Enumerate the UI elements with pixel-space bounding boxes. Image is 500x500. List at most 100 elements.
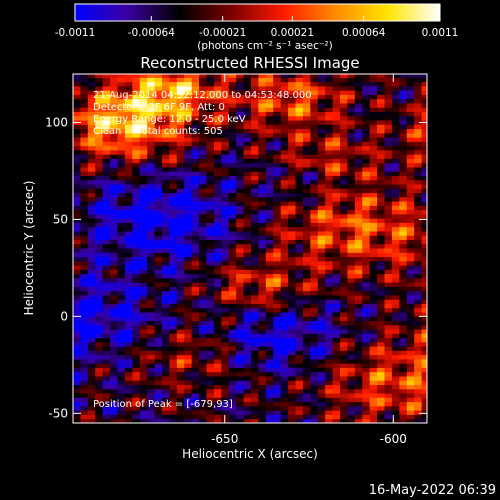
image-pixel [377,286,385,292]
image-pixel [258,295,267,300]
image-pixel [213,371,222,377]
image-pixel [199,410,207,415]
image-pixel [73,171,81,176]
image-pixel [310,359,319,364]
image-pixel [258,354,267,360]
image-pixel [162,226,170,232]
image-pixel [391,154,400,159]
image-pixel [169,282,178,287]
image-pixel [228,128,237,134]
image-pixel [191,350,200,356]
image-pixel [80,290,89,296]
image-pixel [191,299,200,304]
image-pixel [295,286,304,292]
image-pixel [124,150,133,155]
image-pixel [110,150,118,155]
image-pixel [221,265,230,270]
image-pixel [377,154,385,159]
image-pixel [199,354,207,360]
image-pixel [265,98,274,104]
image-pixel [147,265,155,270]
image-pixel [228,81,237,87]
image-pixel [354,414,363,420]
image-pixel [206,384,215,390]
image-pixel [243,273,252,279]
image-pixel [236,192,244,198]
image-pixel [213,81,222,87]
image-pixel [87,363,96,368]
image-pixel [169,346,178,351]
image-pixel [340,269,348,275]
image-pixel [243,414,252,420]
image-pixel [273,137,282,142]
image-pixel [236,115,244,121]
image-pixel [280,94,289,100]
image-pixel [340,141,348,147]
image-pixel [265,188,274,194]
image-pixel [302,273,311,279]
image-pixel [169,239,178,245]
image-pixel [176,98,185,104]
image-pixel [369,74,378,78]
image-pixel [184,376,193,381]
image-pixel [258,397,267,403]
image-pixel [406,265,415,270]
image-pixel [421,154,427,159]
image-pixel [199,350,207,356]
image-pixel [288,111,296,117]
image-pixel [406,115,415,121]
image-pixel [154,337,163,343]
image-pixel [317,371,326,377]
image-pixel [362,213,371,219]
image-pixel [332,260,341,266]
image-pixel [340,86,348,91]
image-pixel [354,213,363,219]
image-pixel [132,158,141,164]
image-pixel [258,388,267,394]
image-pixel [362,273,371,279]
image-pixel [421,320,427,326]
image-pixel [73,401,81,407]
image-pixel [199,77,207,83]
image-pixel [399,256,408,262]
image-pixel [102,282,111,287]
image-pixel [354,341,363,347]
image-pixel [169,231,178,236]
image-pixel [199,213,207,219]
image-pixel [162,222,170,228]
image-pixel [199,405,207,411]
image-pixel [377,414,385,420]
image-pixel [154,124,163,130]
image-pixel [362,175,371,181]
image-pixel [87,282,96,287]
image-pixel [406,376,415,381]
image-pixel [206,74,215,78]
image-pixel [302,320,311,326]
image-pixel [95,167,104,172]
image-pixel [258,175,267,181]
image-pixel [258,94,267,100]
image-pixel [199,90,207,95]
footer-timestamp: 16-May-2022 06:39 [369,483,496,498]
image-pixel [354,320,363,326]
image-pixel [147,86,155,91]
image-pixel [162,299,170,304]
image-pixel [377,371,385,377]
image-pixel [347,307,356,313]
image-pixel [295,384,304,390]
image-pixel [80,286,89,292]
image-pixel [251,414,259,420]
image-pixel [236,111,244,117]
image-pixel [369,120,378,125]
image-pixel [406,299,415,304]
image-pixel [258,158,267,164]
image-pixel [124,324,133,330]
image-pixel [414,363,423,368]
image-pixel [399,103,408,108]
image-pixel [317,124,326,130]
image-pixel [213,90,222,95]
image-pixel [377,269,385,275]
image-pixel [347,115,356,121]
image-pixel [369,269,378,275]
image-pixel [384,213,393,219]
